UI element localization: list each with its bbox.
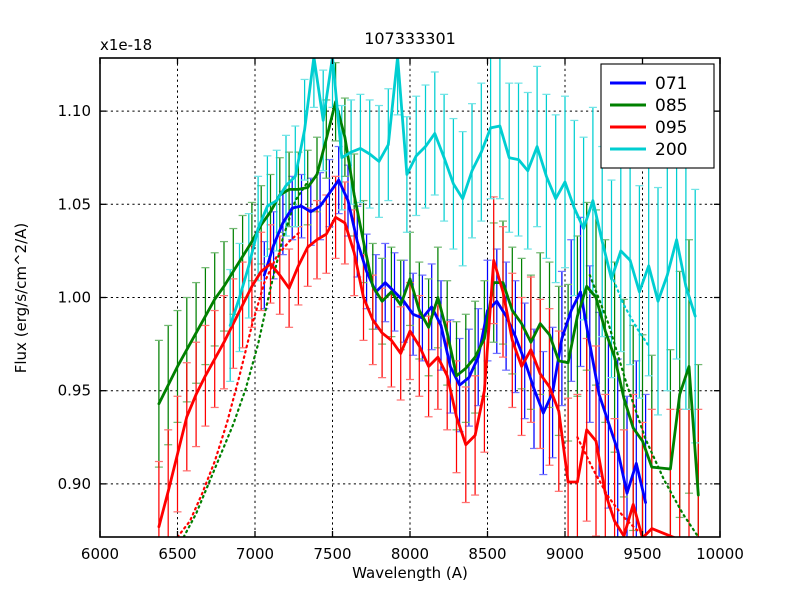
- x-tick-label: 10000: [696, 545, 744, 563]
- legend-box: [600, 63, 715, 169]
- y-tick-label: 0.95: [58, 382, 91, 400]
- data-series-layer: [154, 58, 703, 537]
- x-tick-label: 7500: [313, 545, 351, 563]
- series-line-095: [157, 215, 677, 537]
- legend-label-200: 200: [655, 140, 687, 160]
- y-axis-offset-label: x1e-18: [100, 36, 152, 54]
- legend-entry-071[interactable]: 071: [610, 74, 687, 94]
- y-tick-label: 1.00: [58, 289, 91, 307]
- x-axis-title: Wavelength (A): [352, 564, 468, 582]
- envelope-200-lower-right: [610, 274, 650, 348]
- legend-label-085: 085: [655, 96, 687, 116]
- x-tick-label: 9000: [546, 545, 584, 563]
- legend-label-071: 071: [655, 74, 687, 94]
- envelope-095-lower: [176, 229, 303, 537]
- x-tick-label: 8000: [391, 545, 429, 563]
- legend-entry-095[interactable]: 095: [610, 118, 687, 138]
- x-tick-label: 9500: [623, 545, 661, 563]
- series-line-200: [228, 58, 697, 327]
- y-tick-label: 1.10: [58, 102, 91, 120]
- x-tick-label: 8500: [468, 545, 506, 563]
- legend-label-095: 095: [655, 118, 687, 138]
- x-tick-label: 6500: [158, 545, 196, 563]
- y-tick-label: 0.90: [58, 475, 91, 493]
- x-tick-label: 7000: [236, 545, 274, 563]
- legend-entry-200[interactable]: 200: [610, 140, 687, 160]
- page-title: 107333301: [364, 29, 456, 48]
- envelope-085-lower: [182, 180, 309, 537]
- axis-ticks: 6000 6500 7000 7500 8000 8500 9000 9500 10000 0.9…: [58, 58, 744, 563]
- series-line-085: [157, 100, 700, 497]
- envelope-085-lower-right: [588, 274, 700, 537]
- legend-entry-085[interactable]: 085: [610, 96, 687, 116]
- y-tick-label: 1.05: [58, 195, 91, 213]
- y-axis-title: Flux (erg/s/cm^2/A): [12, 223, 30, 374]
- x-tick-label: 6000: [81, 545, 119, 563]
